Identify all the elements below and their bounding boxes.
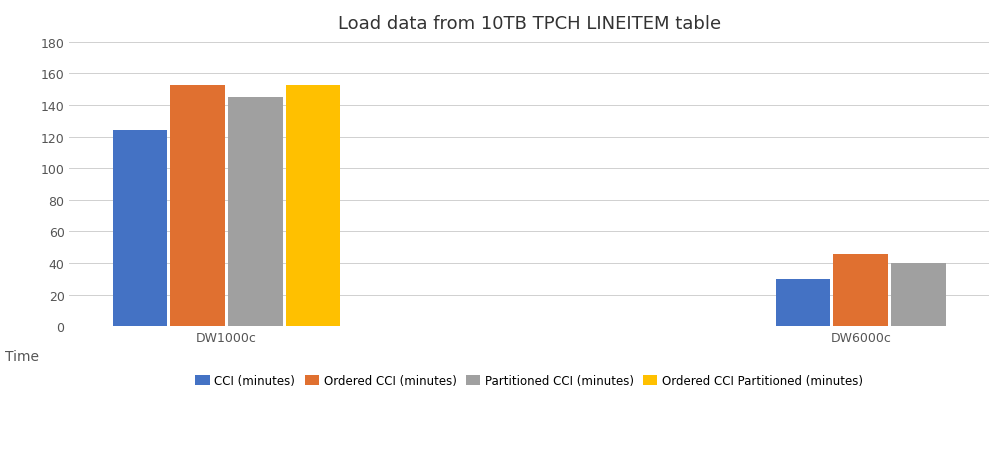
Legend: CCI (minutes), Ordered CCI (minutes), Partitioned CCI (minutes), Ordered CCI Par: CCI (minutes), Ordered CCI (minutes), Pa… <box>191 369 867 391</box>
Bar <box>171 85 225 327</box>
Bar <box>228 98 283 327</box>
Bar <box>890 263 945 327</box>
Bar <box>286 85 340 327</box>
Bar <box>775 279 829 327</box>
Title: Load data from 10TB TPCH LINEITEM table: Load data from 10TB TPCH LINEITEM table <box>337 15 720 33</box>
Text: Time: Time <box>5 349 39 363</box>
Bar <box>832 254 888 327</box>
Bar <box>112 131 168 327</box>
